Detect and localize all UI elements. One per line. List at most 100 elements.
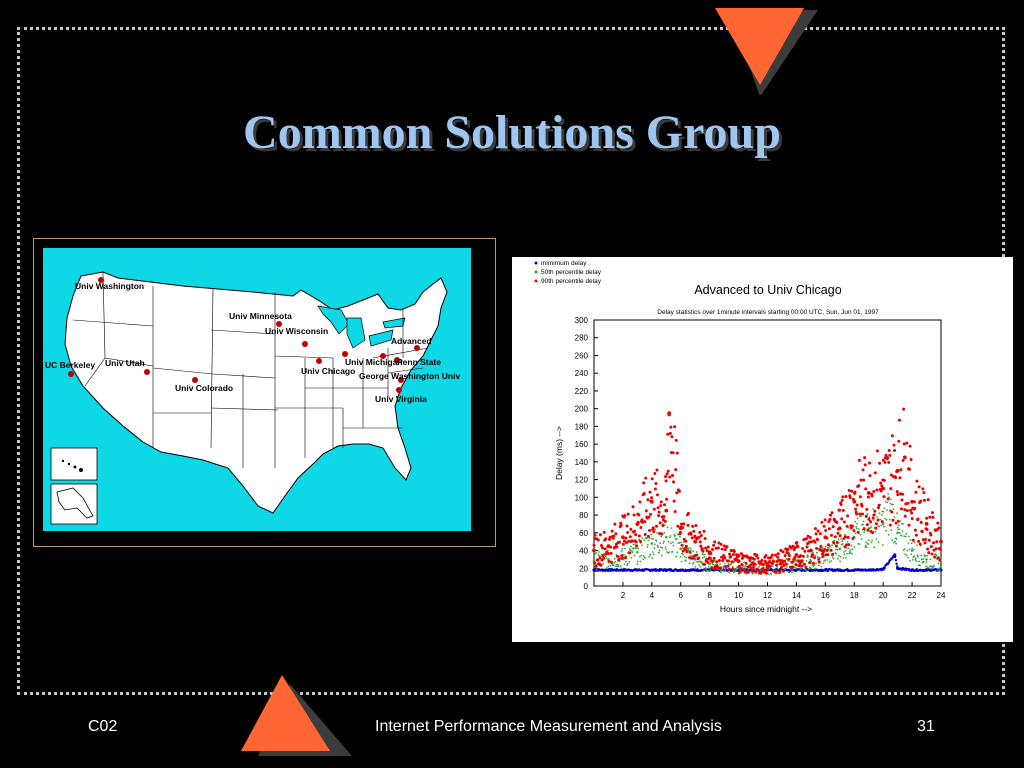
scatter-point: [739, 567, 743, 571]
scatter-point: [856, 530, 860, 534]
map-frame: Univ Washington UC Berkeley Univ Utah Un…: [33, 238, 496, 547]
scatter-point: [911, 547, 914, 550]
site-marker[interactable]: [396, 387, 402, 393]
scatter-point: [905, 509, 909, 513]
site-marker[interactable]: [414, 345, 420, 351]
scatter-point: [743, 567, 747, 571]
scatter-point: [705, 567, 708, 570]
scatter-point: [640, 518, 644, 522]
scatter-point: [847, 489, 851, 493]
scatter-point: [938, 547, 942, 551]
scatter-point: [670, 527, 673, 530]
scatter-point: [889, 473, 893, 477]
site-marker[interactable]: [68, 371, 74, 377]
site-marker[interactable]: [98, 277, 104, 283]
scatter-point: [728, 571, 731, 574]
scatter-point: [702, 553, 705, 556]
footer-center: Internet Performance Measurement and Ana…: [375, 718, 722, 735]
scatter-point: [881, 544, 884, 546]
scatter-point: [713, 540, 717, 544]
scatter-point: [625, 524, 629, 528]
scatter-point: [683, 547, 687, 551]
scatter-point: [641, 537, 644, 540]
scatter-point: [605, 567, 608, 569]
scatter-point: [655, 540, 658, 542]
scatter-point: [807, 568, 810, 570]
scatter-point: [849, 549, 852, 551]
chart-legend: mimimum delay 50th percentile delay 90th…: [534, 260, 602, 285]
scatter-point: [682, 541, 685, 543]
scatter-point: [894, 558, 898, 562]
scatter-point: [730, 560, 734, 564]
scatter-point: [909, 539, 912, 541]
scatter-point: [605, 557, 608, 559]
scatter-point: [759, 571, 763, 575]
scatter-point: [823, 547, 827, 551]
scatter-point: [856, 517, 859, 520]
scatter-point: [850, 524, 854, 528]
scatter-point: [676, 551, 679, 554]
scatter-point: [655, 468, 659, 472]
scatter-point: [638, 539, 642, 543]
site-marker[interactable]: [276, 321, 282, 327]
scatter-point: [675, 538, 678, 540]
site-marker[interactable]: [398, 377, 404, 383]
scatter-point: [697, 535, 701, 539]
scatter-point: [720, 547, 724, 551]
scatter-point: [895, 469, 899, 473]
scatter-point: [637, 513, 641, 517]
scatter-point: [842, 557, 845, 559]
scatter-point: [927, 538, 931, 542]
scatter-point: [811, 553, 815, 557]
scatter-point: [644, 509, 648, 513]
scatter-point: [868, 516, 871, 519]
scatter-point: [817, 560, 821, 564]
scatter-point: [650, 537, 653, 540]
scatter-point: [652, 538, 655, 541]
scatter-point: [801, 547, 805, 551]
site-marker[interactable]: [316, 358, 322, 364]
scatter-point: [788, 571, 791, 574]
scatter-point: [783, 559, 787, 563]
scatter-point: [787, 553, 791, 557]
site-marker[interactable]: [394, 357, 400, 363]
site-marker[interactable]: [302, 341, 308, 347]
scatter-point: [665, 548, 667, 551]
site-marker[interactable]: [144, 369, 150, 375]
scatter-point: [895, 538, 898, 540]
scatter-point: [615, 554, 619, 558]
scatter-point: [918, 542, 922, 546]
scatter-point: [606, 545, 610, 549]
footer-left: C02: [88, 718, 118, 735]
scatter-point: [764, 554, 768, 558]
scatter-point: [666, 469, 670, 473]
scatter-point: [887, 460, 891, 464]
scatter-point: [717, 541, 721, 545]
scatter-point: [819, 556, 822, 559]
scatter-point: [899, 468, 903, 472]
scatter-point: [860, 504, 864, 508]
scatter-point: [898, 528, 901, 531]
scatter-point: [816, 551, 819, 554]
scatter-point: [822, 524, 826, 528]
x-tick-label: 8: [707, 591, 712, 600]
scatter-point: [626, 531, 630, 535]
scatter-point: [832, 557, 835, 560]
scatter-point: [903, 508, 907, 512]
scatter-point: [839, 555, 842, 558]
site-marker[interactable]: [380, 353, 386, 359]
scatter-point: [867, 543, 870, 546]
scatter-point: [698, 540, 702, 544]
scatter-point: [793, 546, 797, 550]
y-tick-label: 240: [575, 369, 589, 378]
site-marker[interactable]: [342, 351, 348, 357]
scatter-point: [900, 534, 903, 537]
scatter-point: [728, 552, 732, 556]
scatter-point: [645, 537, 648, 540]
site-markers: [68, 277, 420, 393]
scatter-point: [602, 562, 604, 565]
scatter-point: [636, 520, 640, 524]
site-label: Univ Utah: [105, 358, 145, 368]
site-marker[interactable]: [192, 377, 198, 383]
scatter-point: [660, 554, 663, 557]
